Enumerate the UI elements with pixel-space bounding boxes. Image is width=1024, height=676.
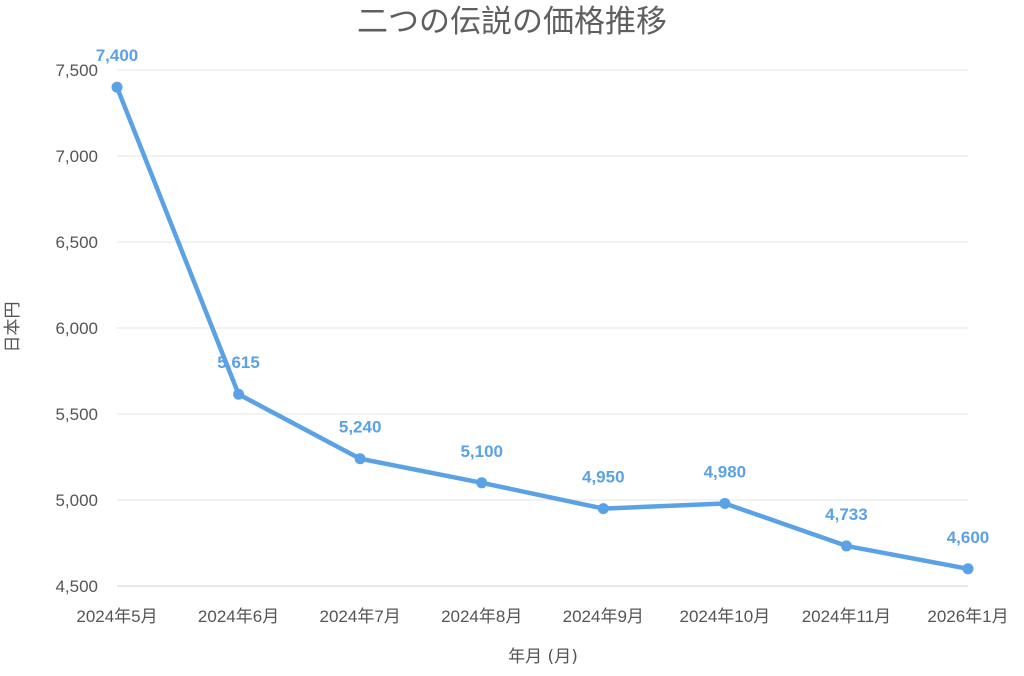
y-tick-label: 7,000 — [55, 147, 98, 166]
y-tick-label: 6,000 — [55, 319, 98, 338]
data-label: 4,950 — [582, 468, 625, 487]
x-tick-label: 2024年10月 — [679, 607, 770, 626]
series-line-0 — [114, 84, 971, 572]
data-point — [111, 81, 123, 93]
y-tick-label: 5,500 — [55, 405, 98, 424]
grid-layer — [117, 69, 968, 587]
x-tick-label: 2024年6月 — [198, 607, 279, 626]
y-tick-label: 7,500 — [55, 61, 98, 80]
x-tick-label: 2024年7月 — [320, 607, 401, 626]
data-label: 4,733 — [825, 505, 868, 524]
x-tick-label: 2024年8月 — [441, 607, 522, 626]
data-label: 4,980 — [704, 462, 747, 481]
x-tick-label: 2026年1月 — [927, 607, 1008, 626]
data-label: 5,615 — [217, 353, 260, 372]
y-tick-labels: 4,500 5,000 5,500 6,000 6,500 7,000 7,500 — [55, 61, 98, 596]
y-axis-label: 日本円 — [3, 302, 23, 353]
x-tick-labels: 2024年5月 2024年6月 2024年7月 2024年8月 2024年9月 2024年… — [76, 607, 1008, 626]
x-tick-label: 2024年5月 — [76, 607, 157, 626]
data-point — [354, 453, 366, 465]
data-label: 5,240 — [339, 418, 382, 437]
data-point — [233, 388, 245, 400]
data-point — [476, 477, 488, 489]
point-layer — [111, 81, 974, 575]
data-point — [597, 503, 609, 515]
series-layer — [114, 84, 971, 572]
x-tick-label: 2024年11月 — [802, 607, 891, 626]
data-label-layer: 7,400 5,615 5,240 5,100 4,950 4,980 4,733 4,600 — [96, 46, 990, 547]
y-tick-label: 6,500 — [55, 233, 98, 252]
data-label: 4,600 — [947, 528, 990, 547]
data-point — [719, 497, 731, 509]
data-label: 5,100 — [460, 442, 503, 461]
chart-title: 二つの伝説の価格推移 — [357, 4, 667, 40]
y-tick-label: 5,000 — [55, 491, 98, 510]
x-tick-label: 2024年9月 — [563, 607, 644, 626]
data-point — [840, 540, 852, 552]
data-label: 7,400 — [96, 46, 139, 65]
y-tick-label: 4,500 — [55, 577, 98, 596]
x-axis-label: 年月 (月) — [508, 647, 578, 667]
data-point — [962, 563, 974, 575]
